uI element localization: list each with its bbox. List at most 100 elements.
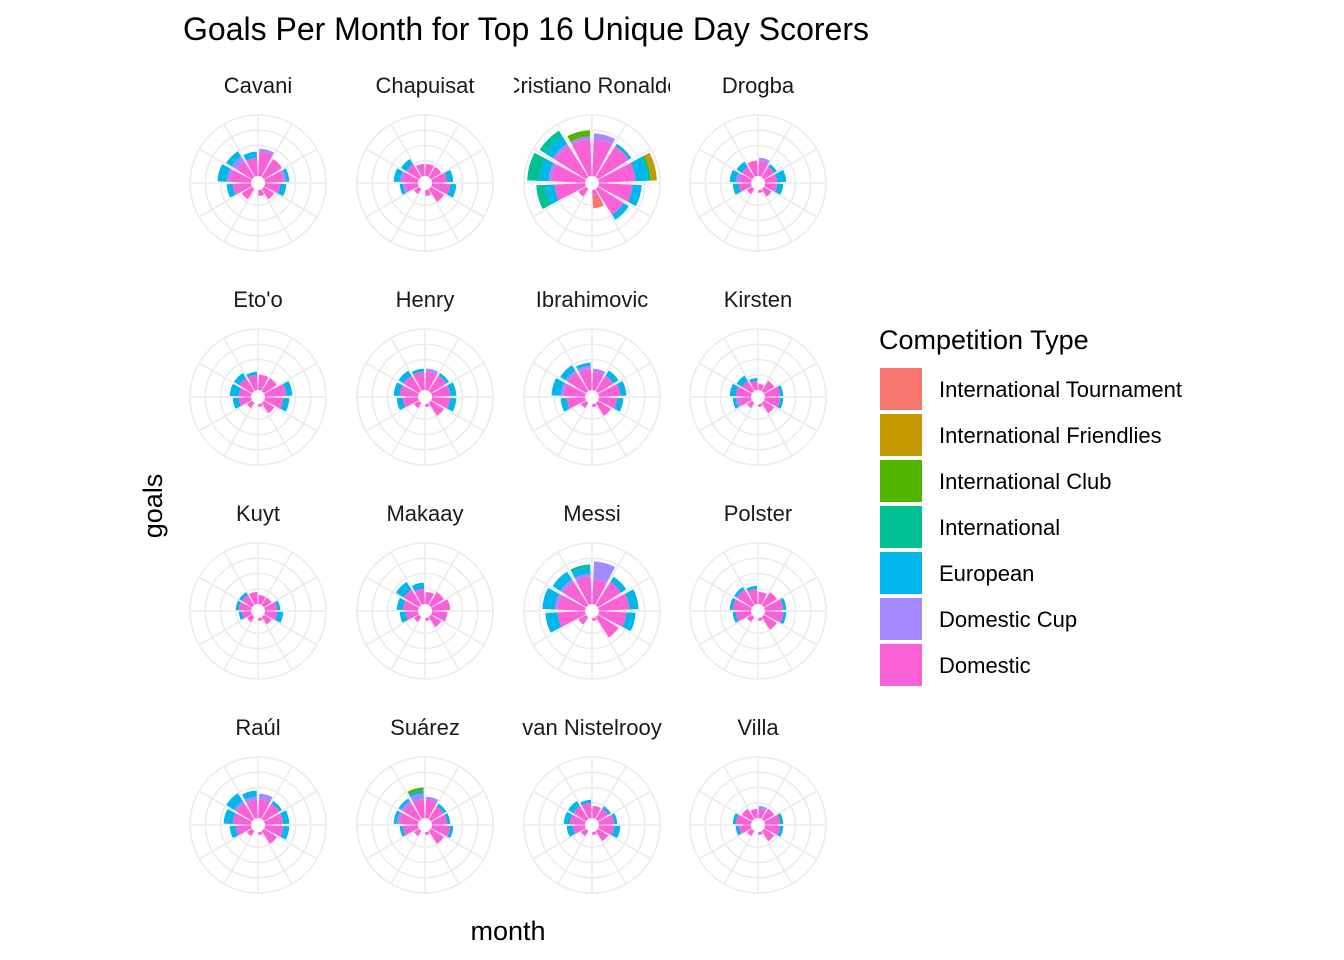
legend: Competition Type International Tournamen… xyxy=(879,325,1182,686)
bar-segment xyxy=(777,397,784,409)
bar-segment xyxy=(438,373,449,384)
facet-label: Chapuisat xyxy=(375,73,474,98)
bar-segment xyxy=(264,611,278,620)
bar-segment xyxy=(581,802,592,819)
bars xyxy=(551,362,627,416)
bar-segment xyxy=(234,373,247,386)
bar-segment xyxy=(598,183,633,202)
bar-segment xyxy=(736,589,755,608)
bar-segment xyxy=(399,385,419,397)
bar-segment xyxy=(261,828,277,844)
bar-segment xyxy=(395,581,412,598)
bar-segment xyxy=(447,184,457,198)
bar-segment xyxy=(398,798,410,810)
bar-segment xyxy=(431,183,451,195)
bar-segment xyxy=(280,169,287,182)
bar-segment xyxy=(761,166,775,180)
bar-segment xyxy=(545,612,562,633)
bar-segment xyxy=(735,386,752,397)
bar-segment xyxy=(396,397,406,411)
bar-segment xyxy=(570,136,591,145)
facet-panel: Chapuisat xyxy=(356,73,494,252)
bar-segment xyxy=(738,397,752,406)
bar-segment xyxy=(758,831,763,836)
bar-segment xyxy=(750,808,758,819)
bar-segment xyxy=(741,808,755,822)
bar-segment xyxy=(764,397,781,408)
bar-segment xyxy=(217,164,231,182)
bar-segment xyxy=(774,183,784,195)
bar-segment xyxy=(551,378,565,396)
bar-segment xyxy=(410,793,424,803)
bar-segment xyxy=(563,383,586,397)
bar-segment xyxy=(736,375,748,387)
bar-segment xyxy=(411,368,424,375)
bar-segment xyxy=(264,397,284,409)
bars xyxy=(729,157,787,197)
bar-segment xyxy=(735,172,742,183)
bar-segment xyxy=(259,793,273,803)
bar-segment xyxy=(580,828,589,837)
bar-segment xyxy=(732,611,739,623)
bar-segment xyxy=(264,602,278,611)
bar-segment xyxy=(548,162,557,182)
facet-panel: Polster xyxy=(689,501,827,680)
bar-segment xyxy=(425,799,437,819)
legend-label: International Tournament xyxy=(939,377,1182,402)
bar-segment xyxy=(644,152,657,181)
bars xyxy=(393,787,454,844)
bars xyxy=(729,585,787,630)
bar-segment xyxy=(413,614,422,623)
bar-segment xyxy=(428,186,444,202)
bar-segment xyxy=(592,189,599,197)
bars xyxy=(732,805,784,842)
bar-segment xyxy=(578,368,592,391)
bar-segment xyxy=(232,813,252,825)
bar-segment xyxy=(226,793,243,810)
bar-segment xyxy=(614,398,624,412)
bars xyxy=(223,790,290,844)
facet-panel: Kuyt xyxy=(189,501,327,680)
bar-segment xyxy=(414,588,425,605)
bar-segment xyxy=(571,139,592,177)
polar-grid xyxy=(189,328,327,466)
facet-label: Cristiano Ronaldo xyxy=(505,73,680,98)
bars xyxy=(542,561,639,638)
bar-segment xyxy=(393,810,400,824)
legend-swatch xyxy=(880,506,922,548)
bar-segment xyxy=(735,611,752,622)
bar-segment xyxy=(578,186,589,197)
bar-segment xyxy=(735,397,742,408)
bar-segment xyxy=(555,146,589,180)
bar-segment xyxy=(428,614,442,628)
bar-segment xyxy=(595,400,611,416)
bar-segment xyxy=(431,172,448,183)
bar-segment xyxy=(557,594,586,611)
facet-panel: van Nistelrooy xyxy=(522,715,662,894)
bar-segment xyxy=(764,174,778,183)
facet-panel: Raúl xyxy=(189,715,327,894)
bar-segment xyxy=(246,371,258,378)
bar-segment xyxy=(231,156,245,170)
bar-segment xyxy=(264,171,284,183)
bar-segment xyxy=(413,186,422,195)
bar-segment xyxy=(399,825,406,837)
polar-grid xyxy=(523,542,661,680)
bar-segment xyxy=(264,825,284,837)
bar-segment xyxy=(560,382,567,396)
bar-segment xyxy=(758,808,766,819)
bar-segment xyxy=(617,380,627,396)
bar-segment xyxy=(236,161,255,180)
bars xyxy=(229,371,293,414)
bar-segment xyxy=(271,801,282,812)
polar-grid xyxy=(189,756,327,894)
polar-grid xyxy=(689,114,827,252)
bar-segment xyxy=(235,600,242,611)
polar-grid xyxy=(523,756,661,894)
bar-segment xyxy=(426,796,439,803)
bar-segment xyxy=(249,591,258,605)
bar-segment xyxy=(747,160,758,177)
bar-segment xyxy=(593,561,616,584)
bar-segment xyxy=(241,790,257,800)
bar-segment xyxy=(758,403,763,408)
